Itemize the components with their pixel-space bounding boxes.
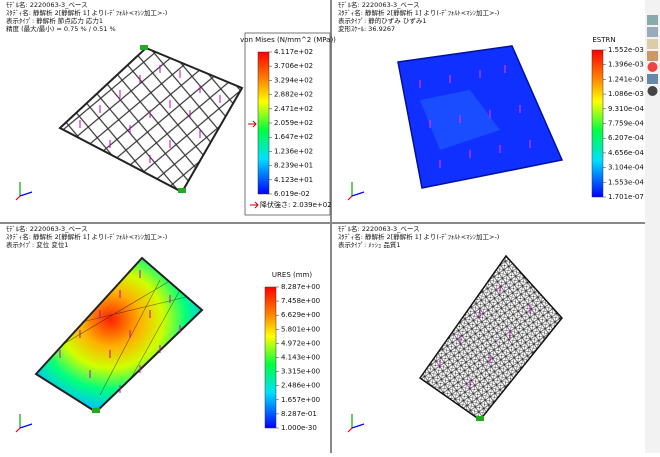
tool-button[interactable] — [647, 62, 658, 72]
legend-label: 1.657e+00 — [281, 396, 320, 404]
info-line: 変形ｽｹｰﾙ: 36.9267 — [338, 24, 395, 33]
legend-label: 1.553e-04 — [608, 178, 644, 186]
color-bar — [257, 51, 270, 195]
legend-label: 3.294e+02 — [274, 76, 313, 84]
legend-label: 5.801e+00 — [281, 325, 320, 333]
legend-label: 6.019e-02 — [274, 190, 310, 198]
info-line: ｽﾀﾃﾞｨ名: 静解析 2[静解析 1] より(-ﾃﾞﾌｫﾙﾄ<ﾏｼﾝ加工>-) — [6, 232, 167, 241]
legend-label: 1.396e-03 — [608, 61, 644, 69]
legend-label: 8.239e+01 — [274, 162, 313, 170]
color-bar — [591, 49, 604, 198]
info-line: ｽﾀﾃﾞｨ名: 静解析 2[静解析 1] より(-ﾃﾞﾌｫﾙﾄ<ﾏｼﾝ加工>-) — [6, 8, 167, 17]
legend-label: 1.241e-03 — [608, 75, 644, 83]
info-line: ﾓﾃﾞﾙ名: 2220063-3_ベース — [6, 0, 88, 9]
yield-marker — [250, 201, 259, 209]
legend-label: 2.486e+00 — [281, 382, 320, 390]
info-line: 表示ﾀｲﾌﾟ: 静解析 節点応力 応力1 — [6, 16, 103, 25]
tool-button[interactable] — [647, 51, 658, 61]
legend-label: 8.287e+00 — [281, 283, 320, 291]
tool-button[interactable] — [647, 74, 658, 84]
legend-label: 8.287e-01 — [281, 410, 317, 418]
model-mesh — [418, 254, 563, 422]
legend-title: von Mises (N/mm^2 (MPa)) — [240, 36, 336, 44]
legend-label: 3.315e+00 — [281, 368, 320, 376]
legend-label: 1.000e-30 — [281, 424, 317, 432]
legend-label: 3.104e-04 — [608, 164, 644, 172]
info-line: ﾓﾃﾞﾙ名: 2220063-3_ベース — [6, 224, 88, 233]
color-bar — [264, 286, 277, 429]
model-displacement — [34, 256, 204, 414]
legend-label: 7.458e+00 — [281, 297, 320, 305]
legend-label: 9.310e-04 — [608, 105, 644, 113]
legend-title: URES (mm) — [272, 271, 312, 279]
legend-label: 1.086e-03 — [608, 90, 644, 98]
legend-label: 7.759e-04 — [608, 120, 644, 128]
legend-label: 6.207e-04 — [608, 134, 644, 142]
legend-label: 4.143e+00 — [281, 354, 320, 362]
legend-label: 1.552e-03 — [608, 46, 644, 54]
info-line: ｽﾀﾃﾞｨ名: 静解析 2[静解析 1] より(-ﾃﾞﾌｫﾙﾄ<ﾏｼﾝ加工>-) — [338, 8, 499, 17]
legend-label: 1.236e+02 — [274, 147, 313, 155]
yield-strength: 降伏強さ: 2.039e+02 — [260, 200, 332, 209]
model-strain — [397, 45, 564, 189]
legend-label: 3.706e+02 — [274, 62, 313, 70]
legend-label: 4.656e-04 — [608, 149, 644, 157]
legend-label: 4.123e+01 — [274, 176, 313, 184]
tool-button[interactable] — [647, 86, 658, 96]
legend-label: 4.972e+00 — [281, 339, 320, 347]
yield-marker — [248, 120, 257, 128]
tool-button[interactable] — [647, 39, 658, 49]
toolbar — [645, 0, 660, 453]
legend-label: 2.471e+02 — [274, 105, 313, 113]
legend-label: 2.882e+02 — [274, 91, 313, 99]
info-line: ﾓﾃﾞﾙ名: 2220063-3_ベース — [338, 0, 420, 9]
info-line: 精度 (最大/最小) = 0.75 % / 0.51 % — [6, 24, 116, 33]
info-line: 表示ﾀｲﾌﾟ: ﾒｯｼｭ 品質1 — [338, 240, 400, 249]
legend-label: 4.117e+02 — [274, 48, 313, 56]
model-stress — [58, 45, 244, 194]
legend-label: 6.629e+00 — [281, 311, 320, 319]
axis-triad — [15, 182, 365, 433]
info-line: 表示ﾀｲﾌﾟ: 変位 変位1 — [6, 240, 68, 249]
tool-button[interactable] — [647, 27, 658, 37]
legend-label: 1.701e-07 — [608, 193, 644, 201]
info-line: ﾓﾃﾞﾙ名: 2220063-3_ベース — [338, 224, 420, 233]
legend-label: 1.647e+02 — [274, 133, 313, 141]
info-line: ｽﾀﾃﾞｨ名: 静解析 2[静解析 1] より(-ﾃﾞﾌｫﾙﾄ<ﾏｼﾝ加工>-) — [338, 232, 499, 241]
tool-button[interactable] — [647, 15, 658, 25]
legend-label: 2.059e+02 — [274, 119, 313, 127]
legend-title: ESTRN — [592, 36, 615, 44]
info-line: 表示ﾀｲﾌﾟ: 静的ひずみ ひずみ1 — [338, 16, 426, 25]
